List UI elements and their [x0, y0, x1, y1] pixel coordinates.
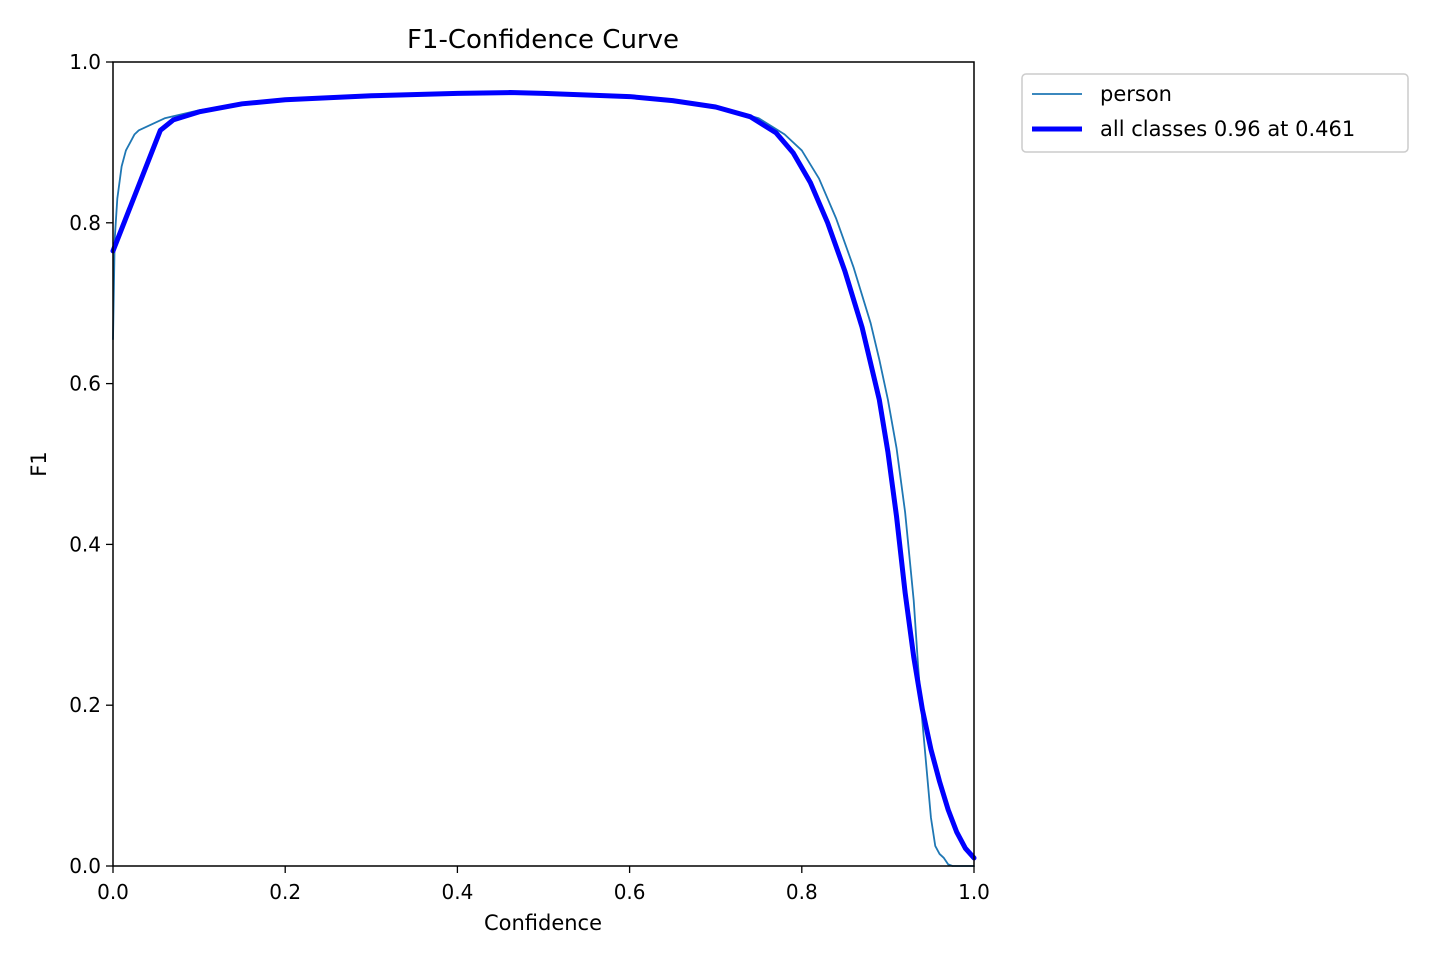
- series-line-all-classes: [110, 90, 977, 861]
- y-tick-label: 0.8: [69, 211, 101, 235]
- legend-label-all-classes: all classes 0.96 at 0.461: [1100, 117, 1355, 141]
- legend-box: [1021, 73, 1409, 153]
- x-axis-ticks: 0.0 0.2 0.4 0.6 0.8 1.0: [97, 866, 990, 904]
- x-tick-label: 0.0: [97, 880, 129, 904]
- y-tick-label: 0.6: [69, 372, 101, 396]
- x-tick-label: 0.4: [441, 880, 473, 904]
- series-line-person: [112, 91, 975, 867]
- plot-lines: [110, 90, 977, 867]
- y-axis-ticks: 0.0 0.2 0.4 0.6 0.8 1.0: [69, 50, 113, 878]
- y-tick-label: 0.2: [69, 693, 101, 717]
- x-tick-label: 0.6: [614, 880, 646, 904]
- x-tick-label: 0.2: [269, 880, 301, 904]
- x-tick-label: 0.8: [786, 880, 818, 904]
- legend-label-person: person: [1100, 82, 1172, 106]
- y-axis-label: F1: [27, 451, 51, 476]
- chart-title: F1-Confidence Curve: [407, 25, 679, 55]
- x-tick-label: 1.0: [958, 880, 990, 904]
- x-axis-label: Confidence: [484, 911, 602, 935]
- y-tick-label: 1.0: [69, 50, 101, 74]
- y-tick-label: 0.0: [69, 854, 101, 878]
- plot-frame: [112, 61, 975, 867]
- y-tick-label: 0.4: [69, 532, 101, 556]
- legend: person all classes 0.96 at 0.461: [1021, 73, 1409, 153]
